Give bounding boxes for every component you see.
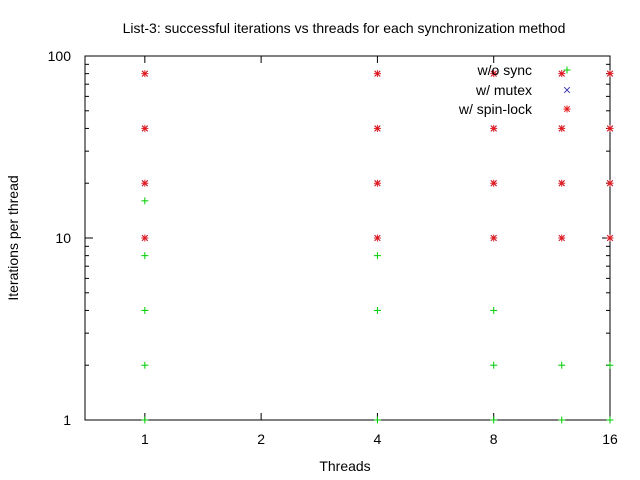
data-point [490, 416, 498, 424]
data-point [606, 124, 614, 132]
data-point [141, 179, 149, 187]
y-tick-label: 1 [63, 412, 71, 428]
data-point [373, 416, 381, 424]
data-point [558, 361, 566, 369]
x-axis-label: Threads [319, 458, 370, 474]
legend: w/o sync w/ mutex w/ spin-lock [458, 62, 571, 117]
data-point [606, 179, 614, 187]
data-point [490, 124, 498, 132]
data-point [490, 234, 498, 242]
data-point [558, 179, 566, 187]
series-2 [141, 70, 614, 242]
data-point [373, 70, 381, 78]
y-tick-label: 100 [48, 48, 72, 64]
x-tick-label: 2 [257, 431, 265, 447]
legend-marker [563, 66, 571, 74]
legend-marker [563, 105, 571, 113]
data-point [558, 70, 566, 78]
data-point [141, 361, 149, 369]
y-tick-label: 10 [55, 230, 71, 246]
x-tick-label: 8 [490, 431, 498, 447]
x-tick-label: 4 [374, 431, 382, 447]
data-point [558, 124, 566, 132]
data-point [490, 306, 498, 314]
data-point [606, 416, 614, 424]
data-point [490, 70, 498, 78]
series-0 [141, 197, 614, 424]
data-point [141, 252, 149, 260]
x-tick-label: 1 [141, 431, 149, 447]
data-point [490, 179, 498, 187]
y-axis-label: Iterations per thread [5, 175, 21, 300]
legend-marker [563, 86, 571, 94]
data-point [606, 234, 614, 242]
data-point [141, 306, 149, 314]
data-point [373, 124, 381, 132]
chart-title: List-3: successful iterations vs threads… [123, 20, 566, 36]
data-point [373, 234, 381, 242]
data-point [141, 197, 149, 205]
data-point [373, 179, 381, 187]
data-point [606, 361, 614, 369]
series-1 [141, 70, 614, 242]
data-point [141, 124, 149, 132]
data-point [141, 416, 149, 424]
data-point [558, 234, 566, 242]
legend-label: w/ mutex [475, 82, 532, 98]
data-point [606, 70, 614, 78]
x-tick-label: 16 [602, 431, 618, 447]
legend-label: w/o sync [477, 62, 532, 78]
data-point [141, 234, 149, 242]
data-point [558, 416, 566, 424]
legend-label: w/ spin-lock [458, 101, 533, 117]
data-marks [141, 70, 614, 424]
data-point [373, 252, 381, 260]
tick-labels: 1 2 4 8 16 1 10 100 [48, 48, 618, 447]
data-point [141, 70, 149, 78]
data-point [490, 361, 498, 369]
data-point [373, 306, 381, 314]
